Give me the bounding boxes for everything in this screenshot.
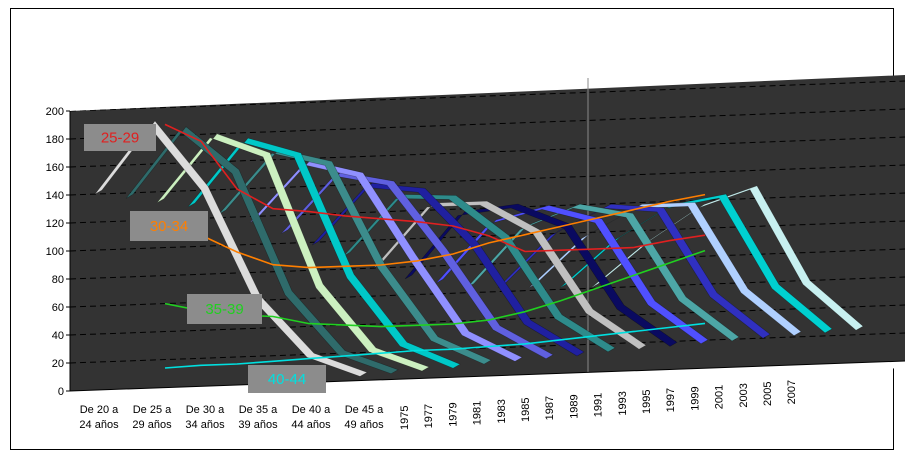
y-tick-label: 100 [46, 246, 64, 258]
series-label-box-35-39 [187, 294, 262, 324]
trend-line-30-34 [164, 193, 706, 269]
series-label-40-44: 40-44 [268, 371, 306, 388]
y-tick-label: 20 [52, 358, 64, 370]
trend-line-40-44 [164, 322, 706, 369]
x-axis-line [69, 360, 905, 392]
year-tick-label: 1979 [447, 402, 459, 426]
ribbon-series-1989 [311, 182, 585, 357]
year-tick-label: 1987 [544, 396, 556, 420]
year-tick-label: 1977 [423, 404, 435, 428]
y-tick-label: 80 [52, 274, 64, 286]
y-tick-label: 40 [52, 330, 64, 342]
ribbon-series-2001 [497, 203, 771, 339]
year-tick-label: 2001 [714, 385, 726, 409]
series-label-box-25-29 [84, 124, 156, 151]
x-category-label: De 20 a 24 años [79, 404, 119, 431]
year-tick-label: 1997 [665, 388, 677, 412]
x-category-label: De 30 a 34 años [185, 404, 225, 431]
trend-line-25-29 [164, 123, 706, 253]
y-tick-label: 200 [46, 106, 64, 118]
ribbon-series-1981 [187, 137, 461, 369]
year-tick-label: 1991 [593, 393, 605, 417]
series-label-box-40-44 [248, 365, 326, 393]
x-category-label: De 45 a 49 años [344, 404, 384, 431]
series-label-35-39: 35-39 [205, 301, 243, 318]
year-tick-label: 1983 [496, 399, 508, 423]
x-category-label: De 35 a 39 años [238, 404, 278, 431]
year-tick-label: 1999 [689, 386, 701, 410]
ribbon-series-1977 [125, 126, 399, 375]
series-label-box-30-34 [130, 211, 208, 241]
year-tick-label: 2007 [786, 380, 798, 404]
y-tick-label: 180 [46, 134, 64, 146]
year-tick-label: 2005 [762, 382, 774, 406]
x-category-label: De 25 a 29 años [132, 404, 172, 431]
y-tick-label: 120 [46, 218, 64, 230]
year-tick-label: 1981 [472, 401, 484, 425]
ribbon-series-1979 [156, 133, 430, 372]
series-label-30-34: 30-34 [150, 218, 188, 235]
year-tick-label: 1995 [641, 390, 653, 414]
year-tick-label: 2003 [738, 383, 750, 407]
year-tick-label: 1985 [520, 398, 532, 422]
ribbon-series-2005 [559, 193, 833, 334]
year-tick-label: 1989 [568, 394, 580, 418]
ribbon-series-1997 [435, 205, 709, 345]
year-tick-label: 1975 [399, 406, 411, 430]
y-tick-label: 160 [46, 162, 64, 174]
x-category-label: De 40 a 44 años [291, 404, 331, 431]
series-label-25-29: 25-29 [101, 130, 139, 147]
y-tick-label: 140 [46, 190, 64, 202]
year-tick-label: 1993 [617, 391, 629, 415]
y-tick-label: 60 [52, 302, 64, 314]
y-tick-label: 0 [58, 386, 64, 398]
